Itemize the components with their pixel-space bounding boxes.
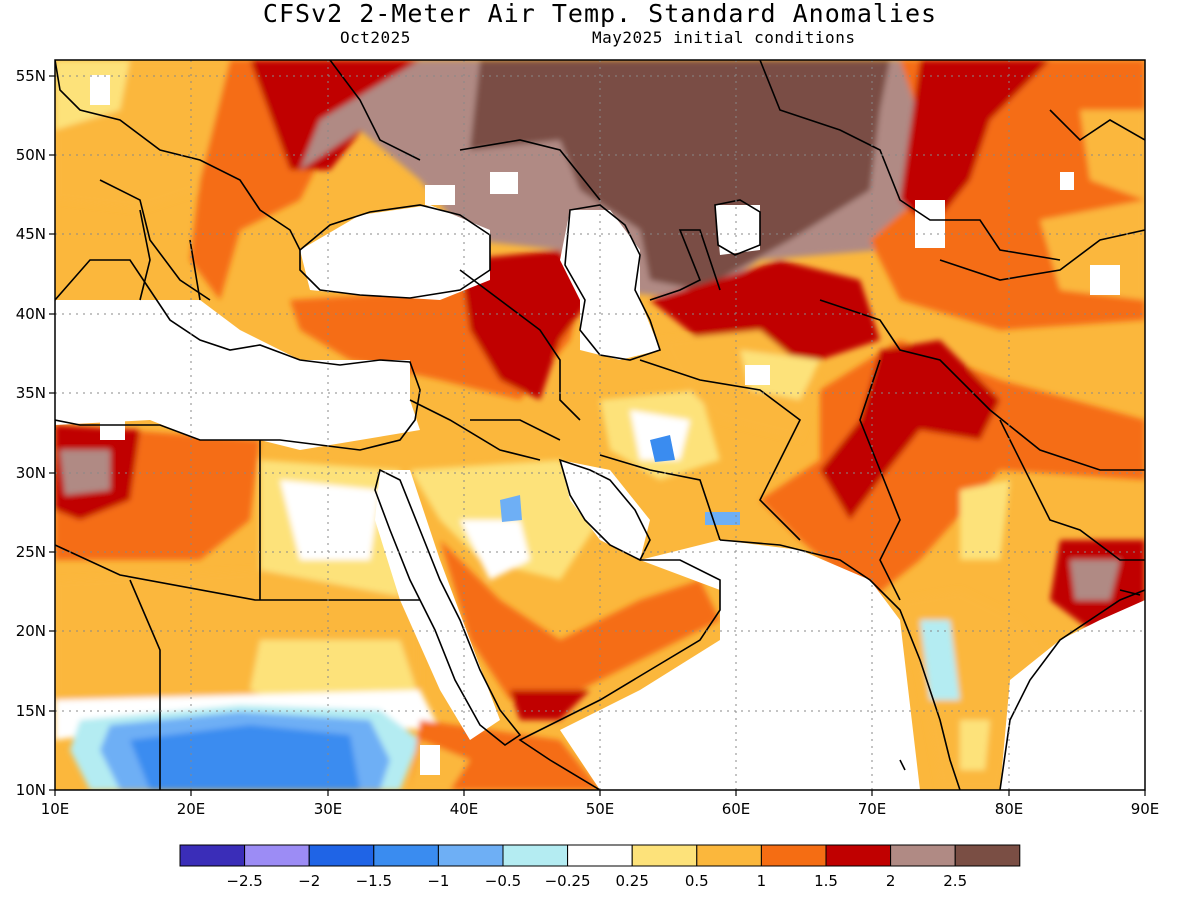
legend-swatch — [954, 844, 1021, 867]
legend-label: 0.25 — [615, 872, 648, 890]
lon-label: 30E — [314, 800, 343, 818]
init-conditions: May2025 initial conditions — [592, 28, 856, 47]
legend-swatch — [760, 844, 827, 867]
chart-title: CFSv2 2-Meter Air Temp. Standard Anomali… — [262, 0, 938, 28]
legend-swatch — [179, 844, 246, 867]
lon-label: 40E — [450, 800, 479, 818]
lon-label: 90E — [1131, 800, 1160, 818]
lat-labels: 55N 50N 45N 40N 35N 30N 25N 20N 15N 10N — [16, 67, 46, 799]
legend-swatch — [373, 844, 439, 867]
lat-label: 10N — [16, 781, 46, 799]
coastlines — [55, 60, 1145, 790]
lon-label: 70E — [858, 800, 887, 818]
lat-label: 30N — [16, 464, 46, 482]
legend-label: 0.5 — [685, 872, 709, 890]
legend-swatch — [502, 844, 569, 867]
lat-label: 55N — [16, 67, 46, 85]
legend-label: −2.5 — [226, 872, 262, 890]
legend-swatch — [567, 844, 633, 867]
legend-swatch — [890, 844, 956, 867]
legend-label: −1 — [427, 872, 449, 890]
ocean-mask — [55, 75, 1145, 790]
lon-label: 60E — [722, 800, 751, 818]
lon-labels: 10E 20E 30E 40E 50E 60E 70E 80E 90E — [41, 800, 1160, 818]
lon-label: 10E — [41, 800, 70, 818]
legend-label: −2 — [298, 872, 320, 890]
legend-swatch — [244, 844, 310, 867]
lon-label: 20E — [177, 800, 206, 818]
legend-label: 2.5 — [943, 872, 967, 890]
legend-label: −0.25 — [545, 872, 591, 890]
lat-label: 45N — [16, 225, 46, 243]
axis-ticks — [49, 75, 1146, 796]
lat-label: 35N — [16, 384, 46, 402]
gridlines — [55, 60, 1145, 790]
valid-month: Oct2025 — [340, 28, 411, 47]
legend-swatch — [696, 844, 762, 867]
legend-swatch — [308, 844, 375, 867]
color-bar-legend: −2.5 −2 −1.5 −1 −0.5 −0.25 0.25 0.5 1 1.5 2 2.5 — [179, 844, 1021, 890]
lat-label: 20N — [16, 622, 46, 640]
legend-label: 2 — [886, 872, 896, 890]
legend-label: −0.5 — [485, 872, 521, 890]
legend-swatch — [437, 844, 504, 867]
lon-label: 80E — [995, 800, 1024, 818]
legend-label: −1.5 — [356, 872, 392, 890]
lat-label: 15N — [16, 702, 46, 720]
lat-label: 40N — [16, 305, 46, 323]
legend-label: 1.5 — [814, 872, 838, 890]
legend-label: 1 — [757, 872, 767, 890]
legend-swatch — [631, 844, 698, 867]
lat-label: 25N — [16, 543, 46, 561]
lat-label: 50N — [16, 146, 46, 164]
lon-label: 50E — [586, 800, 615, 818]
anomaly-field — [55, 60, 1145, 790]
legend-swatch — [825, 844, 892, 867]
